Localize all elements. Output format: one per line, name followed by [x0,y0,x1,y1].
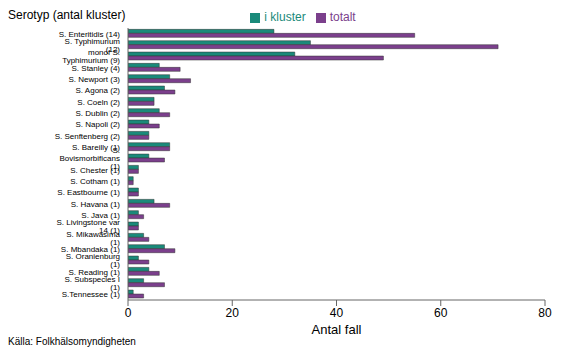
svg-text:80: 80 [538,306,552,320]
svg-text:S.Tennessee (1): S.Tennessee (1) [62,290,121,299]
svg-text:S. Havana (1): S. Havana (1) [71,200,121,209]
svg-text:S. Chester (1): S. Chester (1) [70,166,120,175]
svg-text:Antal fall: Antal fall [312,322,362,334]
svg-text:40: 40 [330,306,344,320]
svg-text:S. Cotham (1): S. Cotham (1) [70,177,120,186]
svg-text:S. Newport (3): S. Newport (3) [68,75,120,84]
svg-text:0: 0 [125,306,132,320]
svg-text:60: 60 [434,306,448,320]
svg-text:20: 20 [226,306,240,320]
svg-text:S. Agona (2): S. Agona (2) [76,86,121,95]
svg-text:S. Eastbourne (1): S. Eastbourne (1) [57,188,120,197]
svg-text:S. Dublin (2): S. Dublin (2) [76,109,121,118]
svg-text:S. Stanley (4): S. Stanley (4) [72,64,121,73]
svg-text:S. Senftenberg (2): S. Senftenberg (2) [55,132,121,141]
svg-text:S. Napoli (2): S. Napoli (2) [76,120,121,129]
svg-text:S. Coeln (2): S. Coeln (2) [77,98,120,107]
